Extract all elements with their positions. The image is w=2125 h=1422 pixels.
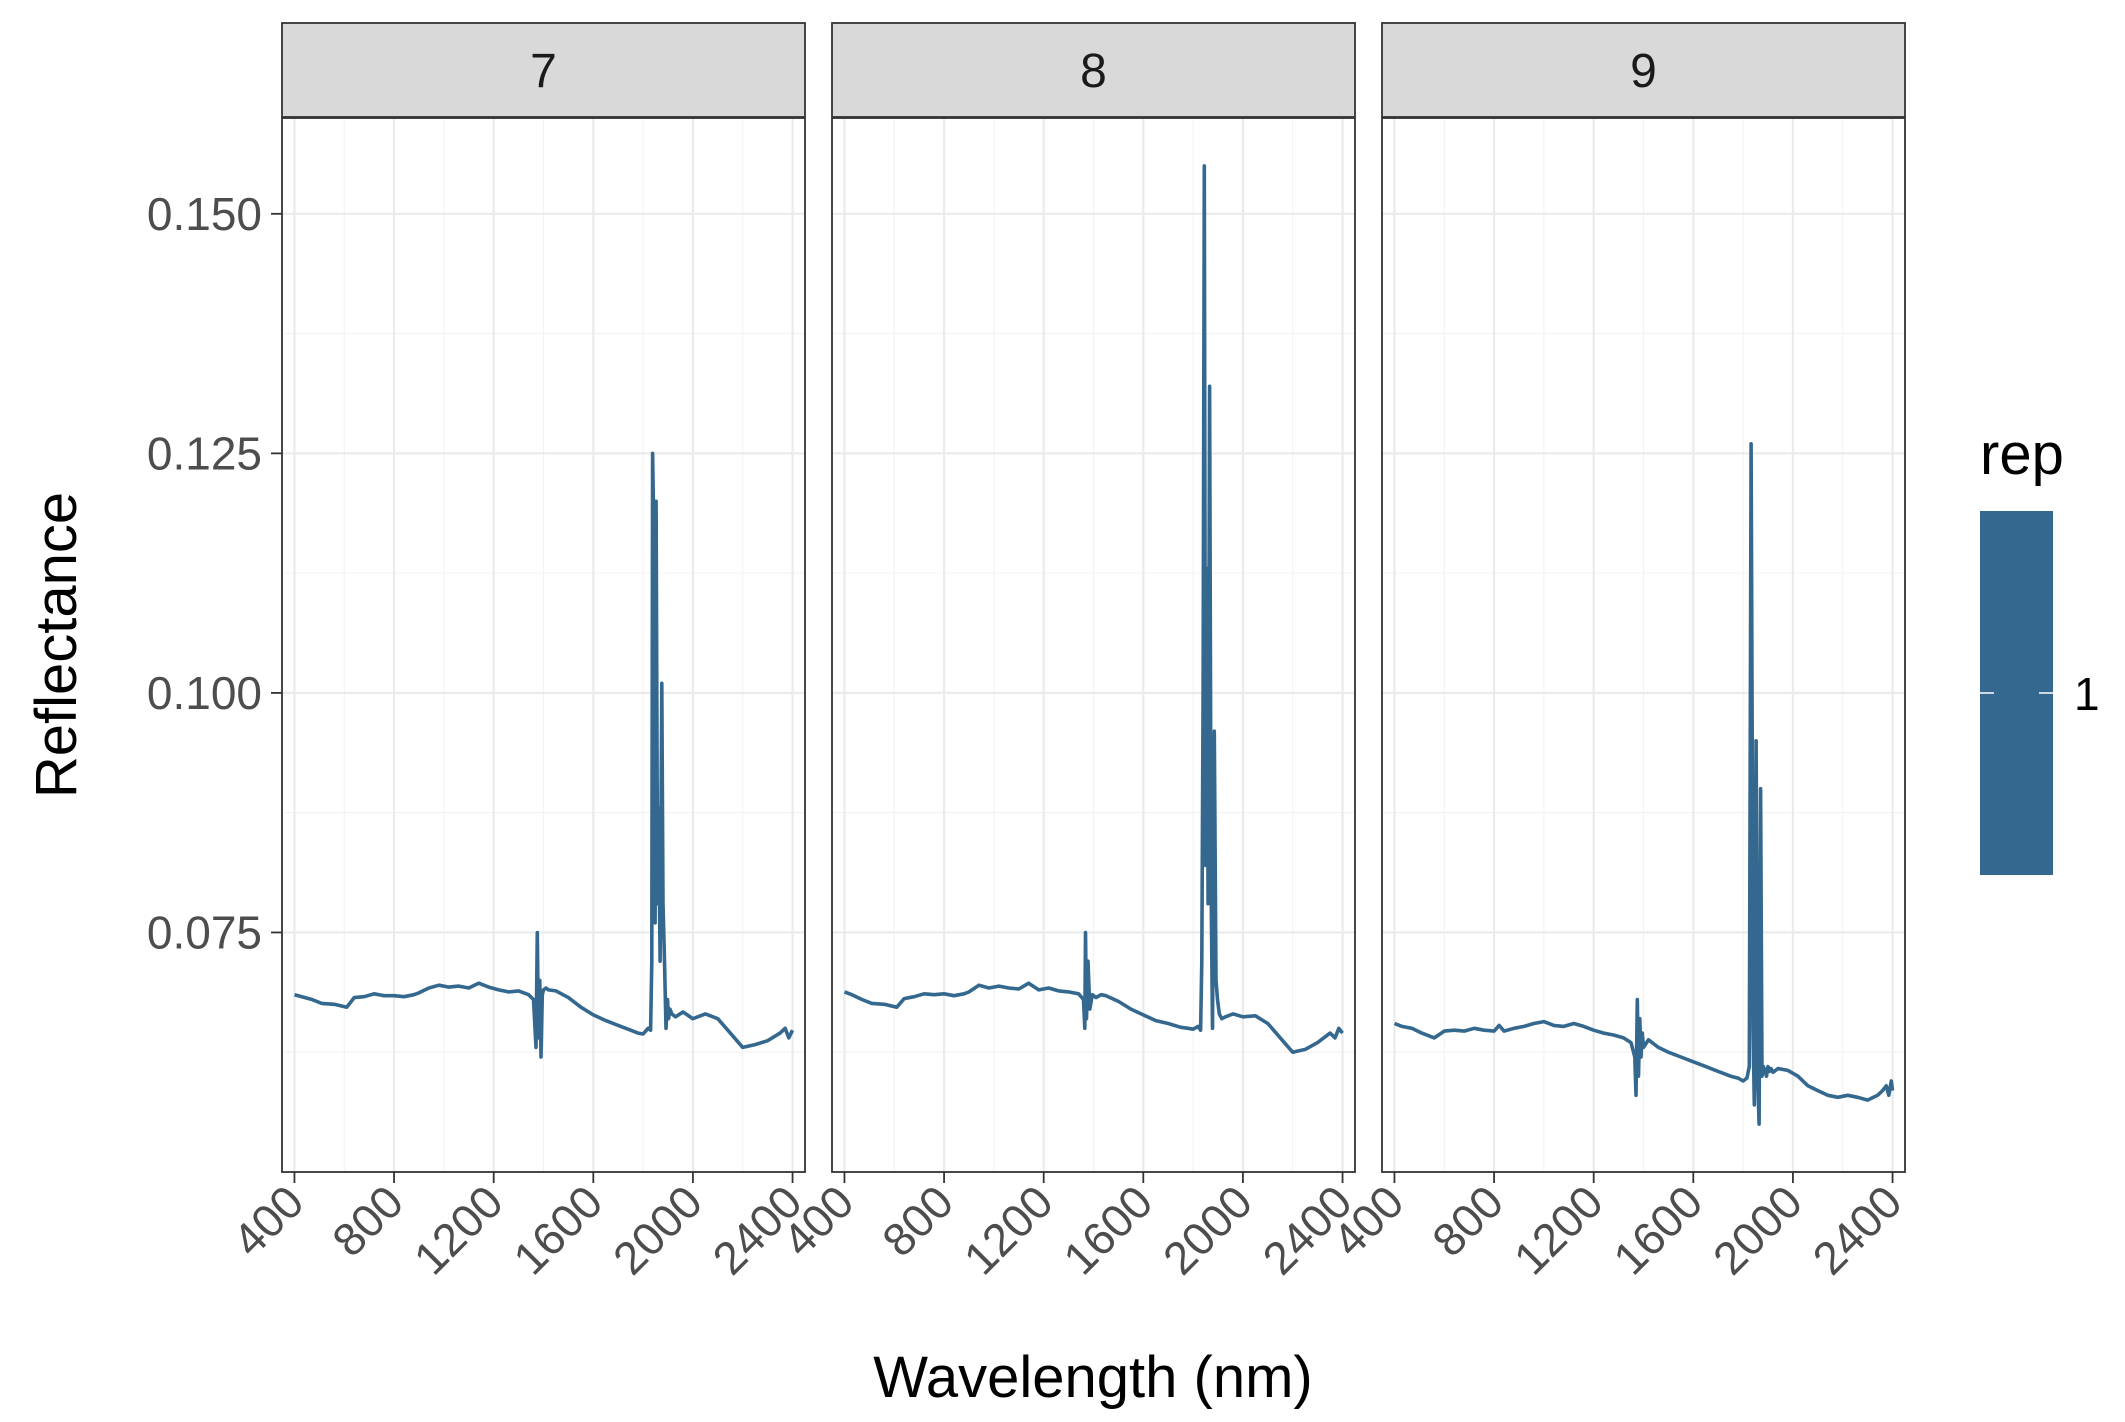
x-tick-label: 2000 (1153, 1175, 1262, 1284)
x-tick-label: 2000 (1703, 1175, 1812, 1284)
panel-border (281, 117, 806, 1173)
x-axis-title: Wavelength (nm) (873, 1345, 1312, 1410)
facet-strip (281, 22, 806, 118)
x-tick-label: 2400 (1802, 1175, 1911, 1284)
x-tick-label: 1600 (1053, 1175, 1162, 1284)
x-tick-label: 1200 (404, 1175, 513, 1284)
x-tick-label: 400 (222, 1175, 313, 1266)
facet-strip (1381, 22, 1906, 118)
y-tick-label: 0.125 (147, 427, 262, 479)
facet-strip-label: 7 (530, 45, 557, 98)
series-line-rep-1 (843, 164, 1344, 1054)
facet-strip-label: 9 (1630, 45, 1657, 98)
x-tick-label: 1200 (1504, 1175, 1613, 1284)
x-tick-label: 800 (1422, 1175, 1513, 1266)
y-tick-label: 0.150 (147, 188, 262, 240)
x-tick-label: 1600 (503, 1175, 612, 1284)
x-tick-label: 1600 (1603, 1175, 1712, 1284)
y-axis-title: Reflectance (24, 492, 89, 798)
y-tick-label: 0.100 (147, 667, 262, 719)
panel-border (831, 117, 1356, 1173)
legend-label: 1 (2074, 668, 2100, 720)
x-tick-label: 2000 (603, 1175, 712, 1284)
facet-strip-label: 8 (1080, 45, 1107, 98)
series-line-rep-1 (1393, 442, 1895, 1126)
facet-strip (831, 22, 1356, 118)
x-tick-label: 800 (872, 1175, 963, 1266)
panel-border (1381, 117, 1906, 1173)
x-tick-label: 800 (322, 1175, 413, 1266)
legend-title: rep (1980, 422, 2064, 487)
y-tick-label: 0.075 (147, 906, 262, 958)
legend: rep 1 (1980, 422, 2100, 875)
series-line-rep-1 (294, 451, 795, 1059)
x-tick-label: 1200 (954, 1175, 1063, 1284)
